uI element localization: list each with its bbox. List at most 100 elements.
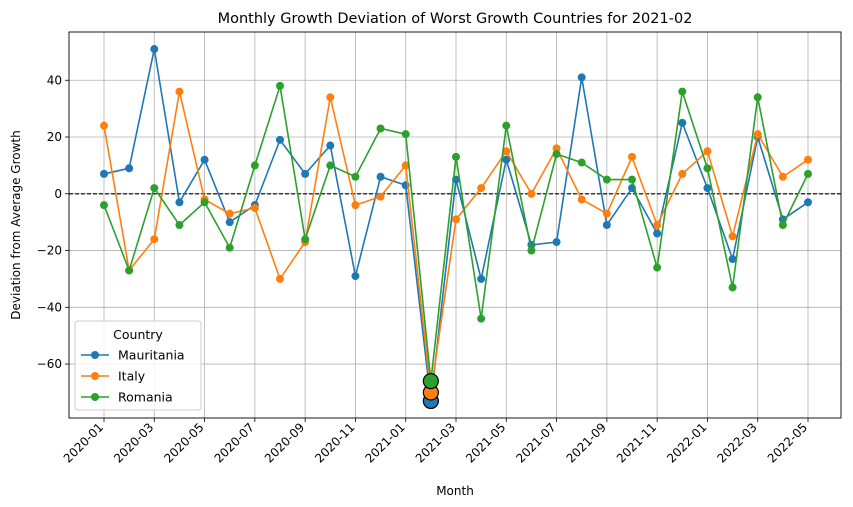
x-tick-label: 2021-11: [614, 420, 659, 465]
data-point: [326, 93, 335, 102]
data-point: [125, 266, 134, 275]
data-point: [276, 274, 284, 283]
data-point: [678, 169, 687, 178]
data-point: [502, 155, 511, 164]
data-point: [250, 203, 259, 212]
legend-box: [74, 320, 202, 411]
data-point: [326, 141, 335, 150]
data-point: [351, 172, 360, 181]
x-tick-label: 2020-03: [111, 420, 156, 465]
data-point: [301, 169, 310, 178]
legend-item-romania: Romania: [81, 390, 173, 405]
data-point: [477, 184, 486, 193]
x-tick-label: 2020-11: [312, 420, 357, 465]
legend-items: Mauritania Italy Romania: [81, 348, 185, 405]
data-point: [326, 161, 335, 170]
x-axis-title: Month: [436, 484, 474, 498]
data-point: [477, 314, 486, 323]
data-point: [628, 175, 636, 184]
data-point: [728, 283, 737, 292]
legend-marker: [91, 351, 99, 359]
chart-title: Monthly Growth Deviation of Worst Growth…: [218, 11, 693, 27]
x-axis: 2020-01 2020-03 2020-05 2020-07 2020-09 2020-…: [61, 418, 810, 466]
legend-label: Mauritania: [118, 348, 185, 363]
x-tick-label: 2021-03: [413, 420, 458, 465]
data-point: [100, 169, 108, 178]
data-point: [753, 130, 762, 139]
data-point: [276, 135, 284, 144]
data-point: [150, 184, 159, 193]
data-point: [200, 155, 209, 164]
data-point: [225, 209, 234, 218]
data-point: [502, 121, 511, 130]
y-tick-label: 0: [54, 187, 62, 201]
data-point: [653, 221, 662, 229]
y-tick-label: −60: [37, 357, 62, 371]
x-tick-label: 2020-09: [262, 420, 307, 465]
legend-marker: [91, 372, 99, 380]
legend: Country Mauritania Italy Romania: [74, 320, 202, 411]
data-point: [753, 93, 762, 102]
data-point: [452, 215, 460, 224]
legend-item-italy: Italy: [81, 369, 146, 384]
data-point: [602, 175, 611, 184]
data-point: [150, 45, 159, 54]
data-point: [452, 152, 460, 161]
data-point: [653, 229, 662, 238]
data-point: [602, 209, 611, 218]
data-point: [552, 144, 561, 153]
data-point: [376, 192, 385, 201]
data-point: [376, 124, 385, 133]
x-tick-label: 2021-05: [463, 420, 508, 465]
data-point: [653, 263, 662, 272]
legend-label: Romania: [118, 390, 173, 405]
legend-item-mauritania: Mauritania: [81, 348, 185, 363]
data-point: [804, 155, 812, 164]
plot-frame: [68, 31, 842, 419]
y-tick-label: 40: [47, 73, 62, 87]
y-axis: −60 −40 −20 0 20 40: [37, 73, 69, 371]
data-point: [225, 218, 234, 227]
data-point: [175, 87, 184, 96]
x-tick-label: 2020-07: [212, 420, 257, 465]
series-layer: [100, 45, 812, 405]
legend-marker: [91, 393, 99, 401]
data-point: [351, 272, 360, 281]
data-point: [502, 147, 511, 156]
data-point: [552, 238, 561, 247]
data-point: [577, 195, 586, 204]
legend-title: Country: [113, 327, 163, 342]
data-point: [225, 243, 234, 252]
data-point: [678, 118, 687, 127]
data-point: [703, 184, 712, 193]
data-point: [401, 161, 410, 170]
data-point: [100, 201, 108, 210]
data-point: [351, 201, 360, 210]
data-point: [175, 198, 184, 207]
data-point: [602, 221, 611, 229]
x-tick-label: 2020-05: [161, 420, 206, 465]
data-point: [401, 130, 410, 139]
data-point: [703, 164, 712, 173]
data-point: [778, 221, 787, 229]
data-point: [376, 172, 385, 181]
data-point: [728, 232, 737, 241]
data-point: [778, 172, 787, 181]
data-point: [728, 255, 737, 264]
data-point: [150, 235, 159, 244]
x-tick-label: 2021-07: [513, 420, 558, 465]
data-point: [577, 73, 586, 82]
x-tick-label: 2020-01: [61, 420, 106, 465]
data-point: [804, 198, 812, 207]
data-point: [804, 169, 812, 178]
data-point: [527, 246, 536, 255]
data-point: [125, 164, 134, 173]
highlight-markers: [422, 373, 439, 410]
data-point: [276, 81, 284, 90]
data-point: [552, 150, 561, 159]
y-tick-label: −40: [37, 300, 62, 314]
data-point: [100, 121, 108, 130]
y-tick-label: −20: [37, 244, 62, 258]
data-point: [175, 221, 184, 229]
